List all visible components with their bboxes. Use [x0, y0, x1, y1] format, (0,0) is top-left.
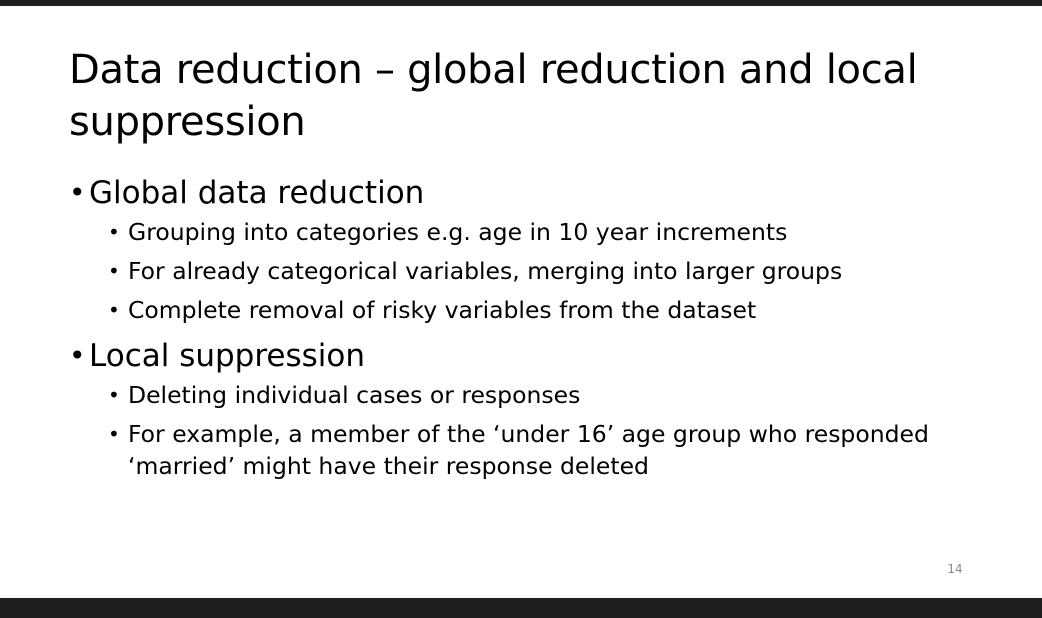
bullet-level2-item: • Complete removal of risky variables fr…	[69, 294, 999, 326]
bullet-level2-item: • For already categorical variables, mer…	[69, 255, 999, 287]
bullet-level2-item: • For example, a member of the ‘under 16…	[69, 418, 999, 482]
bullet-heading: Global data reduction	[89, 175, 425, 211]
bullet-level1-local-suppression: • Local suppression	[69, 333, 999, 379]
slide-content: • Global data reduction • Grouping into …	[69, 170, 999, 489]
bullet-dot-icon: •	[108, 220, 120, 244]
bullet-level2-item: • Grouping into categories e.g. age in 1…	[69, 216, 999, 248]
bullet-text: Deleting individual cases or responses	[128, 381, 581, 409]
bullet-text: Complete removal of risky variables from…	[128, 296, 757, 324]
slide: Data reduction – global reduction and lo…	[0, 6, 1042, 598]
bullet-dot-icon: •	[108, 298, 120, 322]
bullet-dot-icon: •	[108, 383, 120, 407]
bullet-text: For already categorical variables, mergi…	[128, 257, 843, 285]
bullet-heading: Local suppression	[89, 338, 366, 374]
bullet-dot-icon: •	[69, 176, 86, 209]
slide-title: Data reduction – global reduction and lo…	[69, 47, 918, 145]
bottom-frame-bar	[0, 598, 1042, 618]
slide-page-number: 14	[947, 562, 963, 576]
bullet-level1-global-data-reduction: • Global data reduction	[69, 170, 999, 216]
bullet-dot-icon: •	[69, 339, 86, 372]
bullet-text: Grouping into categories e.g. age in 10 …	[128, 218, 788, 246]
bullet-level2-item: • Deleting individual cases or responses	[69, 379, 999, 411]
bullet-dot-icon: •	[108, 259, 120, 283]
sublist-local-suppression: • Deleting individual cases or responses…	[69, 379, 999, 482]
bullet-dot-icon: •	[108, 422, 120, 446]
bullet-text: For example, a member of the ‘under 16’ …	[128, 420, 929, 480]
sublist-global-data-reduction: • Grouping into categories e.g. age in 1…	[69, 216, 999, 326]
top-frame-bar	[0, 0, 1042, 6]
